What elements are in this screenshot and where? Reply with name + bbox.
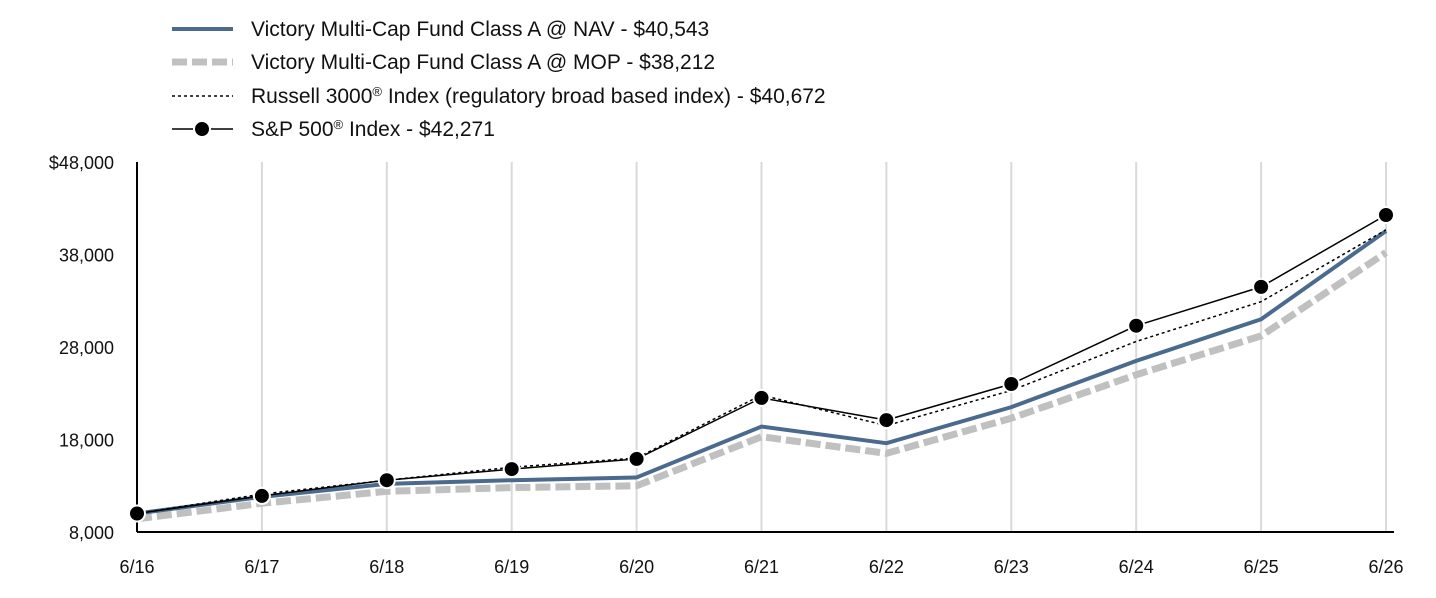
y-tick-label: 38,000 [59, 246, 114, 266]
y-tick-label: 8,000 [69, 523, 114, 543]
x-tick-label: 6/23 [994, 557, 1029, 577]
x-tick-label: 6/21 [744, 557, 779, 577]
x-tick-label: 6/24 [1119, 557, 1154, 577]
x-tick-label: 6/19 [494, 557, 529, 577]
x-tick-label: 6/22 [869, 557, 904, 577]
series-marker [128, 504, 146, 523]
legend-label: Russell 3000® Index (regulatory broad ba… [251, 84, 826, 109]
legend-label: Victory Multi-Cap Fund Class A @ NAV - $… [251, 18, 709, 41]
series-marker [1252, 277, 1271, 296]
series-marker [627, 449, 646, 468]
series-line-0 [136, 229, 1388, 516]
series-marker [502, 460, 521, 479]
y-tick-label: $48,000 [49, 153, 114, 173]
series-marker [1377, 205, 1395, 224]
y-tick-label: 18,000 [59, 431, 114, 451]
series-marker [752, 388, 771, 407]
x-tick-label: 6/18 [369, 557, 404, 577]
legend-label: Victory Multi-Cap Fund Class A @ MOP - $… [251, 51, 715, 74]
series-line-1 [136, 249, 1388, 523]
x-tick-label: 6/25 [1244, 557, 1279, 577]
series-marker [877, 411, 896, 430]
y-tick-label: 28,000 [59, 338, 114, 358]
x-tick-label: 6/17 [244, 557, 279, 577]
series-marker [1127, 316, 1146, 335]
legend-marker [193, 120, 211, 138]
x-tick-label: 6/20 [619, 557, 654, 577]
series-marker [377, 471, 396, 490]
x-tick-label: 6/26 [1368, 557, 1403, 577]
x-tick-label: 6/16 [119, 557, 154, 577]
series-marker [252, 486, 271, 505]
gridlines [260, 162, 1387, 532]
series-marker [1002, 375, 1021, 393]
legend-label: S&P 500® Index - $42,271 [251, 117, 495, 142]
